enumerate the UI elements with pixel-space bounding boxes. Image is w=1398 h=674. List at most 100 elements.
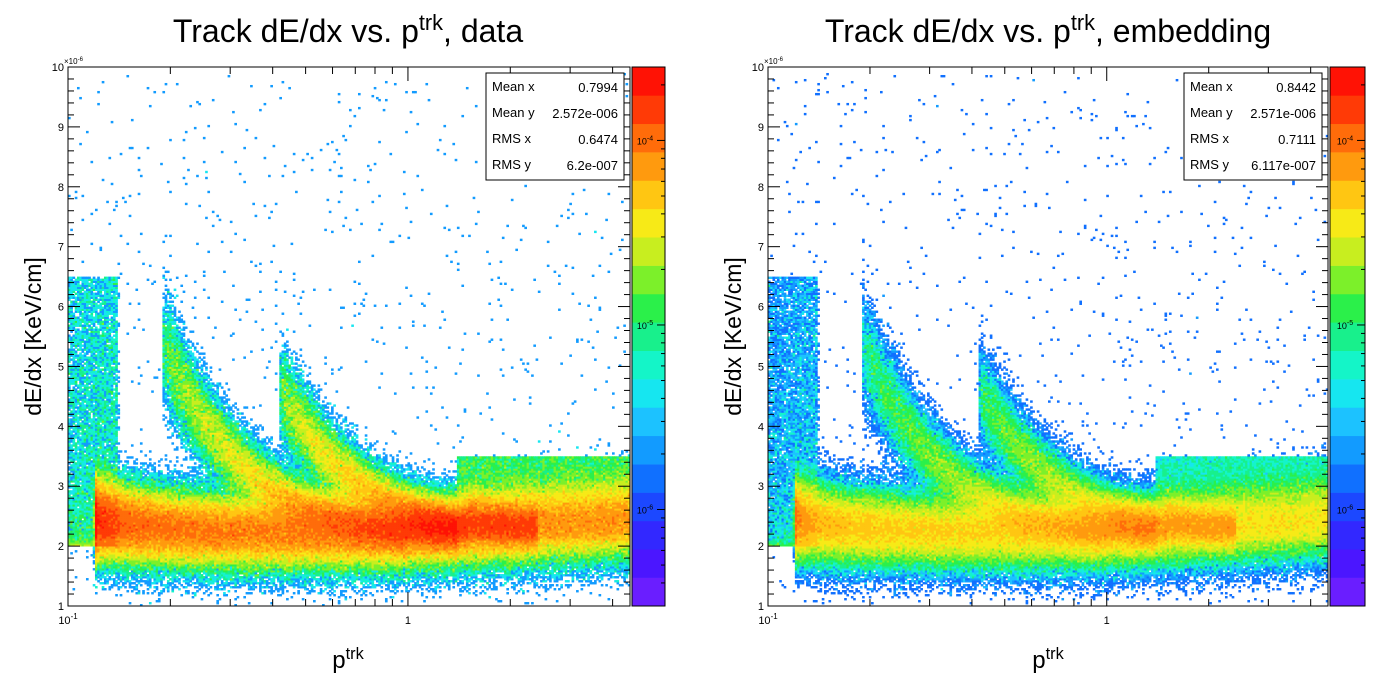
histogram-bin: [245, 592, 249, 595]
histogram-bin: [234, 604, 237, 607]
histogram-bin: [481, 576, 485, 579]
histogram-bin: [488, 578, 492, 581]
histogram-bin: [558, 570, 561, 573]
histogram-bin: [218, 574, 222, 577]
histogram-bin: [108, 586, 112, 589]
histogram-bin: [173, 584, 177, 587]
histogram-bin: [292, 576, 296, 579]
histogram-bin: [315, 572, 318, 575]
histogram-bin: [166, 568, 170, 571]
histogram-bin: [483, 572, 487, 575]
histogram-bin: [371, 576, 375, 579]
histogram-bin: [382, 572, 386, 575]
histogram-bin: [117, 582, 121, 585]
histogram-bin: [220, 584, 224, 587]
histogram-bin: [375, 578, 379, 581]
histogram-bin: [369, 586, 372, 589]
histogram-bin: [596, 578, 599, 581]
histogram-bin: [391, 572, 395, 575]
histogram-bin: [560, 572, 563, 575]
histogram-bin: [241, 582, 244, 585]
histogram-bin: [414, 582, 417, 585]
histogram-bin: [605, 574, 608, 577]
histogram-bin: [515, 576, 518, 579]
histogram-bin: [441, 570, 444, 573]
histogram-bin: [166, 574, 170, 577]
histogram-bin: [537, 574, 541, 577]
histogram-bin: [569, 574, 572, 577]
histogram-bin: [414, 584, 417, 587]
histogram-bin: [465, 590, 469, 593]
histogram-bin: [504, 578, 507, 581]
histogram-bin: [360, 588, 363, 591]
histogram-bin: [281, 572, 285, 575]
histogram-bin: [488, 576, 492, 579]
histogram-bin: [411, 568, 415, 571]
histogram-bin: [126, 590, 130, 593]
histogram-bin: [182, 580, 186, 583]
histogram-bin: [468, 572, 471, 575]
histogram-bin: [317, 574, 321, 577]
histogram-bin: [106, 566, 109, 569]
histogram-bin: [576, 568, 579, 571]
histogram-bin: [223, 592, 226, 595]
histogram-bin: [353, 584, 357, 587]
histogram-bin: [130, 574, 134, 577]
histogram-bin: [193, 574, 197, 577]
histogram-bin: [495, 570, 498, 573]
histogram-bin: [357, 576, 361, 579]
histogram-bin: [99, 574, 103, 577]
histogram-bin: [259, 580, 262, 583]
histogram-bin: [146, 568, 150, 571]
histogram-bin: [218, 598, 222, 601]
histogram-bin: [124, 566, 127, 569]
histogram-bin: [465, 576, 469, 579]
histogram-bin: [279, 584, 282, 587]
histogram-bin: [103, 570, 107, 573]
histogram-bin: [94, 568, 98, 571]
histogram-bin: [488, 584, 492, 587]
histogram-bin: [245, 576, 249, 579]
histogram-bin: [286, 580, 289, 583]
histogram-bin: [429, 568, 433, 571]
histogram-bin: [371, 584, 375, 587]
histogram-bin: [128, 586, 132, 589]
histogram-bin: [227, 572, 231, 575]
histogram-bin: [544, 576, 548, 579]
histogram-bin: [463, 588, 467, 591]
histogram-bin: [340, 572, 343, 575]
histogram-bin: [526, 590, 530, 593]
histogram-bin: [281, 578, 285, 581]
histogram-bin: [160, 566, 163, 569]
histogram-bin: [243, 568, 246, 571]
histogram-bin: [580, 584, 584, 587]
histogram-bin: [456, 582, 460, 585]
histogram-bin: [616, 568, 620, 571]
histogram-bin: [497, 600, 501, 603]
histogram-bin: [519, 588, 523, 591]
histogram-bin: [432, 578, 435, 581]
histogram-bin: [225, 594, 229, 597]
histogram-bin: [594, 582, 597, 585]
histogram-bin: [396, 578, 399, 581]
histogram-bin: [234, 566, 237, 569]
histogram-bin: [495, 588, 498, 591]
histogram-bin: [373, 570, 377, 573]
histogram-bin: [191, 574, 195, 577]
histogram-bin: [492, 572, 496, 575]
histogram-bin: [436, 572, 440, 575]
histogram-bin: [216, 588, 220, 591]
histogram-bin: [306, 580, 309, 583]
histogram-bin: [407, 584, 411, 587]
histogram-bin: [173, 566, 177, 569]
histogram-bin: [220, 580, 224, 583]
histogram-bin: [351, 574, 354, 577]
histogram-bin: [121, 582, 125, 585]
histogram-bin: [425, 572, 429, 575]
histogram-bin: [137, 590, 141, 593]
histogram-bin: [279, 578, 282, 581]
histogram-bin: [155, 576, 159, 579]
histogram-bin: [445, 580, 449, 583]
histogram-bin: [369, 568, 372, 571]
histogram-bin: [479, 578, 483, 581]
